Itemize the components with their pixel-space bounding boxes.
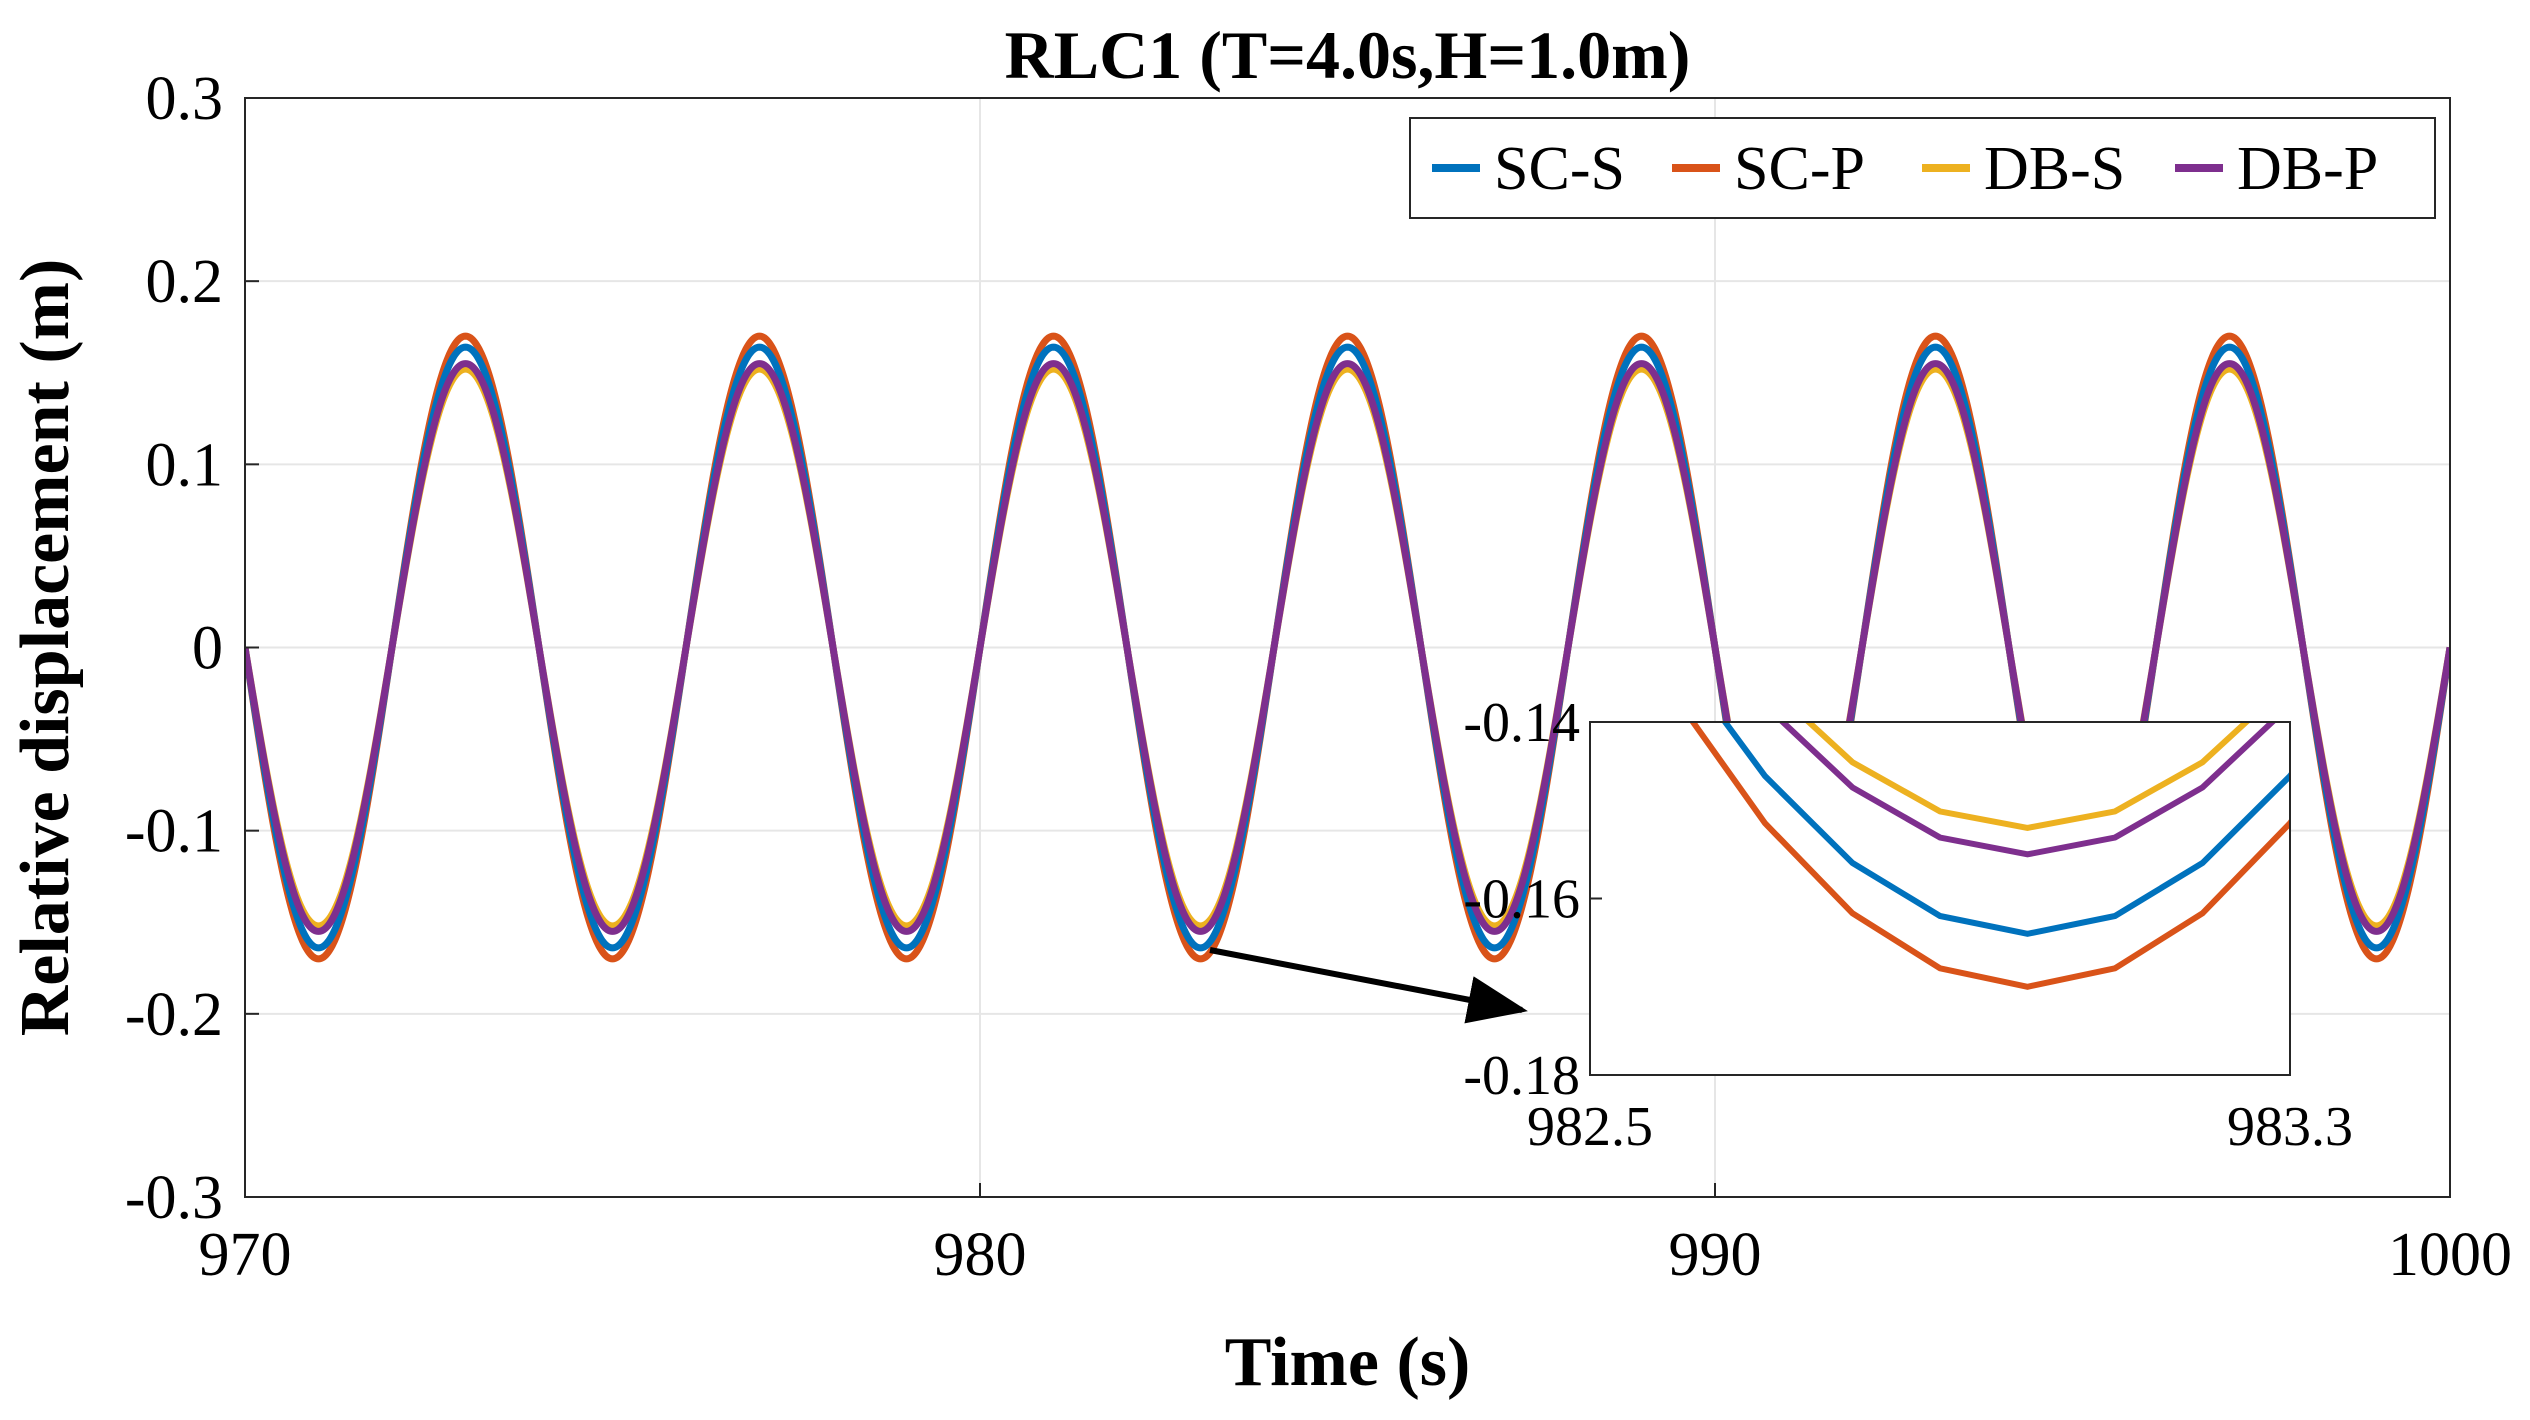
legend-label-sc-s: SC-S <box>1494 135 1625 203</box>
y-tick-label: 0.3 <box>146 65 224 133</box>
x-tick-label: 970 <box>199 1221 292 1289</box>
inset-x-tick-label: 982.5 <box>1527 1096 1653 1158</box>
x-tick-label: 980 <box>934 1221 1027 1289</box>
x-axis-title: Time (s) <box>1225 1324 1471 1401</box>
inset-series-layer <box>1689 722 2290 990</box>
inset-series-line-db-p <box>1778 722 2277 858</box>
x-tick-label: 990 <box>1669 1221 1762 1289</box>
inset-series-line-sc-s <box>1721 722 2290 937</box>
x-tick-label: 1000 <box>2388 1221 2512 1289</box>
legend: SC-S SC-P DB-S DB-P <box>1409 117 2436 219</box>
y-axis-title: Relative displacement (m) <box>7 259 84 1037</box>
inset-series-line-sc-p <box>1689 722 2290 990</box>
legend-label-db-s: DB-S <box>1984 135 2125 203</box>
y-tick-label: 0.1 <box>146 431 224 499</box>
inset-y-tick-label: -0.14 <box>1463 692 1580 754</box>
chart-title: RLC1 (T=4.0s,H=1.0m) <box>1005 17 1691 93</box>
tick-layer: 970 980 990 1000 0.3 0.2 0.1 0 -0.1 -0.2 -0.3 <box>125 65 2512 1289</box>
inset-x-tick-label: 983.3 <box>2227 1096 2353 1158</box>
legend-label-db-p: DB-P <box>2237 135 2378 203</box>
y-tick-label: -0.2 <box>125 981 223 1049</box>
legend-label-sc-p: SC-P <box>1734 135 1865 203</box>
y-tick-label: -0.3 <box>125 1164 223 1232</box>
inset-series-line-db-s <box>1804 722 2251 831</box>
y-tick-label: 0 <box>192 615 223 683</box>
annotation-arrow <box>1209 947 1528 1024</box>
y-tick-label: 0.2 <box>146 248 224 316</box>
inset-y-tick-label: -0.18 <box>1463 1045 1580 1107</box>
y-tick-label: -0.1 <box>125 798 223 866</box>
inset-y-tick-label: -0.16 <box>1463 869 1580 931</box>
